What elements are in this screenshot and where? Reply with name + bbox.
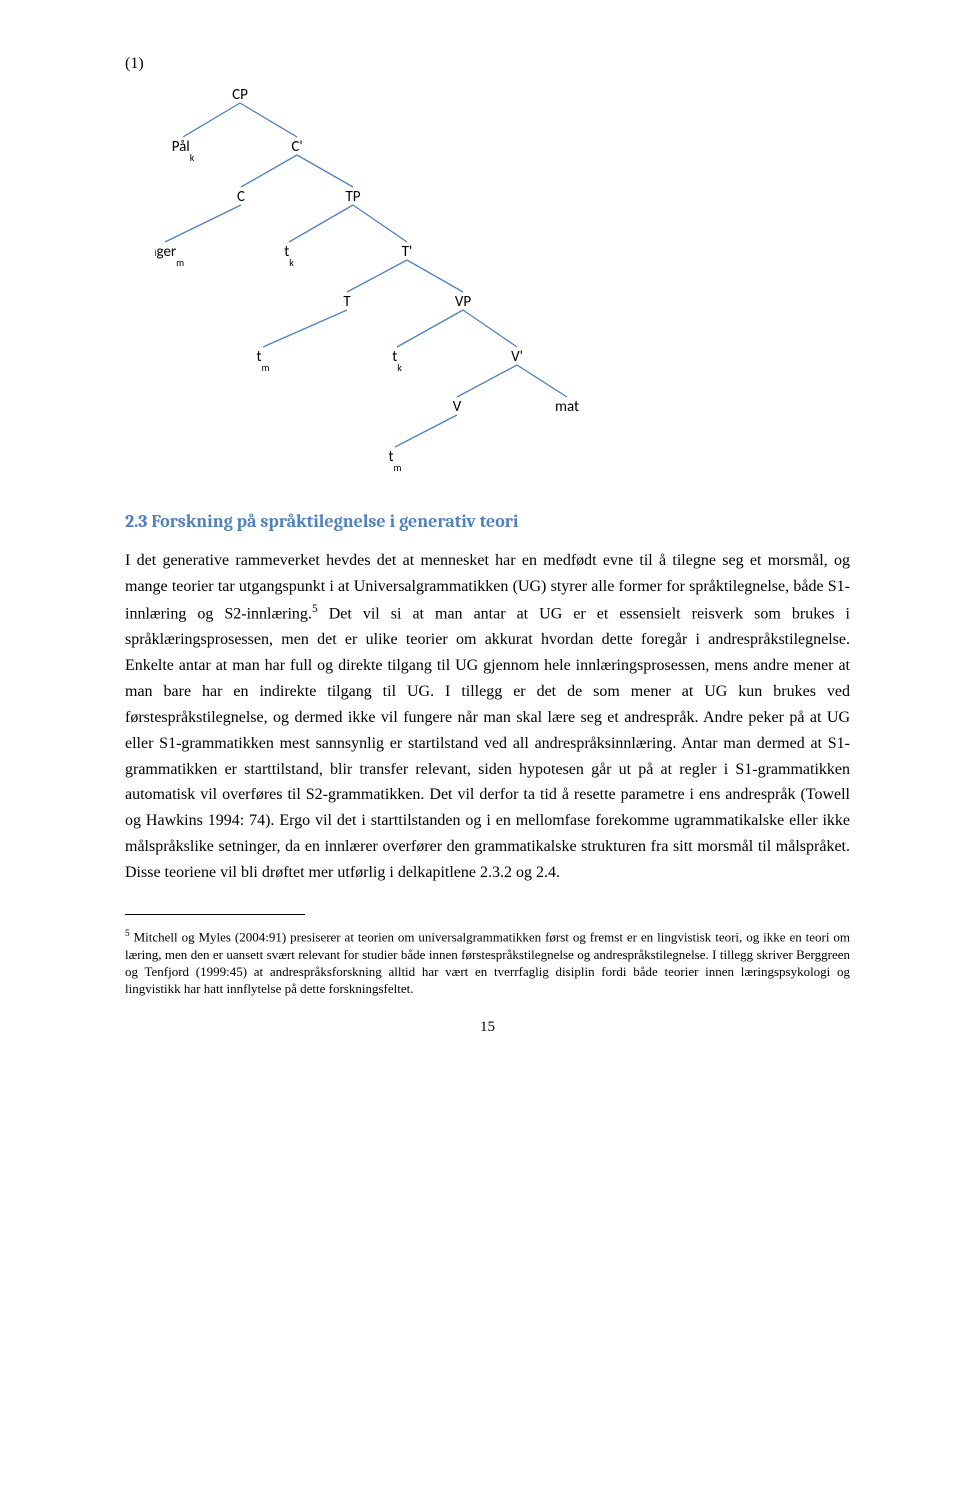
- svg-text:tm: tm: [256, 348, 269, 374]
- svg-text:CP: CP: [232, 86, 248, 104]
- footnote: 5 Mitchell og Myles (2004:91) presiserer…: [125, 928, 850, 997]
- svg-text:T': T': [402, 243, 413, 261]
- svg-text:VP: VP: [455, 293, 472, 311]
- footnote-rule: [125, 914, 305, 915]
- svg-text:C: C: [237, 188, 245, 206]
- page: (1) CP Pålk C' C TP lagerm tk T' T VP tm tk V' Vmat tm…: [0, 0, 960, 1076]
- svg-text:C': C': [291, 138, 302, 156]
- syntax-tree: CP Pålk C' C TP lagerm tk T' T VP tm tk V' Vmat tm: [155, 81, 850, 481]
- svg-text:V: V: [453, 398, 462, 416]
- svg-text:lagerm: lagerm: [155, 243, 184, 269]
- svg-text:T: T: [343, 293, 351, 311]
- section-heading: 2.3 Forskning på språktilegnelse i gener…: [125, 511, 850, 532]
- body-paragraph: I det generative rammeverket hevdes det …: [125, 548, 850, 886]
- svg-text:tk: tk: [284, 243, 294, 269]
- svg-text:tm: tm: [388, 448, 401, 474]
- tree-svg: CP Pålk C' C TP lagerm tk T' T VP tm tk V' Vmat tm: [155, 81, 615, 481]
- svg-text:TP: TP: [345, 188, 360, 206]
- svg-text:tk: tk: [392, 348, 402, 374]
- svg-text:Pålk: Pålk: [172, 138, 195, 164]
- svg-text:V': V': [511, 348, 523, 366]
- svg-text:mat: mat: [555, 398, 579, 416]
- page-number: 15: [125, 1019, 850, 1036]
- example-number: (1): [125, 55, 850, 73]
